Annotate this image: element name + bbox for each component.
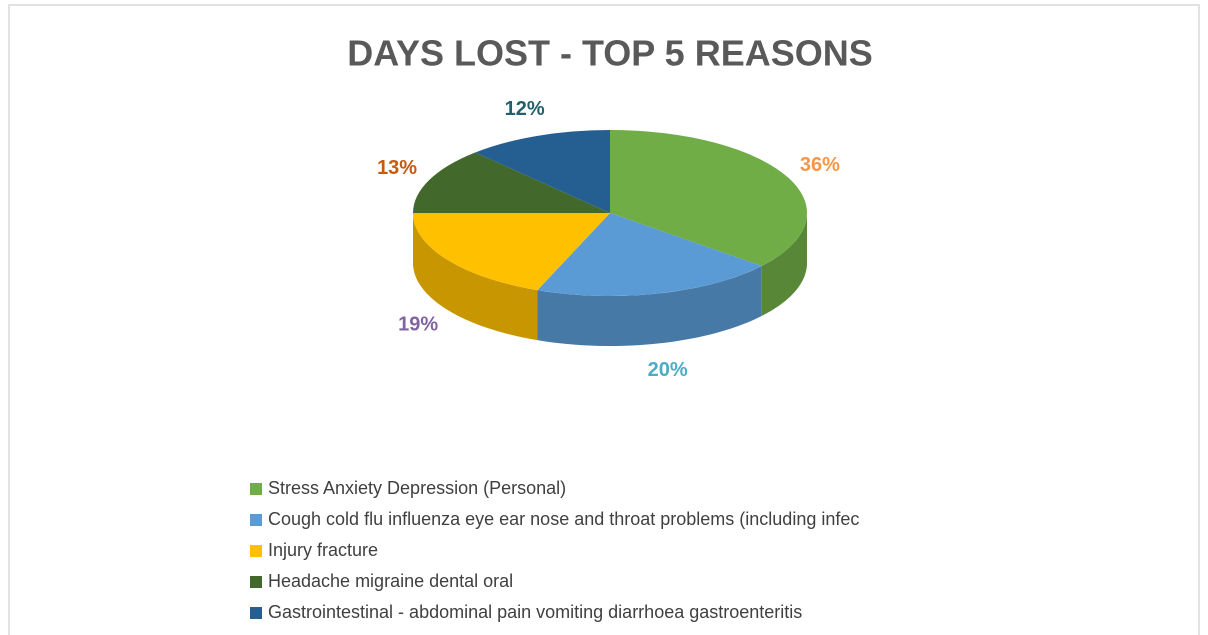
legend-label: Cough cold flu influenza eye ear nose an… bbox=[268, 509, 859, 529]
legend-label: Stress Anxiety Depression (Personal) bbox=[268, 478, 566, 498]
pie-slice bbox=[475, 130, 610, 213]
pie-slice bbox=[413, 152, 610, 213]
legend-swatch bbox=[250, 514, 262, 526]
legend-swatch bbox=[250, 576, 262, 588]
legend-label: Headache migraine dental oral bbox=[268, 571, 513, 591]
legend-swatch bbox=[250, 607, 262, 619]
legend-label: Gastrointestinal - abdominal pain vomiti… bbox=[268, 602, 802, 622]
data-label: 36% bbox=[800, 154, 840, 176]
data-label: 20% bbox=[648, 359, 688, 381]
data-label: 19% bbox=[398, 314, 438, 336]
data-label: 12% bbox=[505, 98, 545, 120]
legend-swatch bbox=[250, 483, 262, 495]
chart-title: DAYS LOST - TOP 5 REASONS bbox=[347, 33, 872, 74]
legend-label: Injury fracture bbox=[268, 540, 378, 560]
pie-side bbox=[537, 265, 762, 346]
data-label: 13% bbox=[377, 157, 417, 179]
pie-slice bbox=[413, 213, 610, 291]
pie-side bbox=[413, 213, 538, 341]
legend-swatch bbox=[250, 545, 262, 557]
pie-slice bbox=[610, 130, 807, 266]
pie-side bbox=[761, 213, 807, 316]
pie-slice bbox=[537, 213, 762, 296]
